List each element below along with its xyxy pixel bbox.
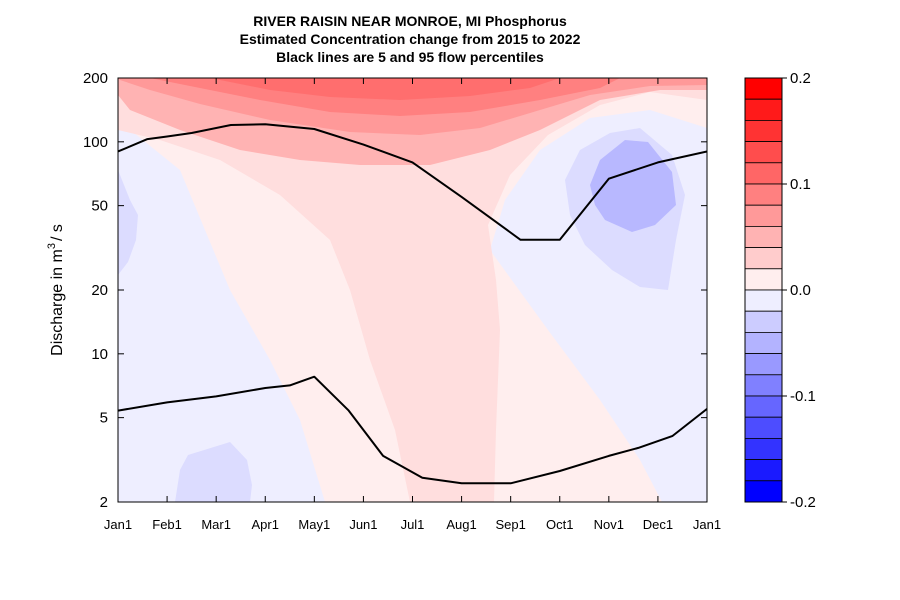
x-tick-label: Jul1	[401, 517, 425, 532]
x-tick-label: Apr1	[252, 517, 279, 532]
colorbar-level	[744, 331, 783, 354]
x-tick-label: Jan1	[104, 517, 132, 532]
colorbar-level	[744, 225, 783, 248]
colorbar: 0.2 0.1 0.0 -0.1 -0.2	[744, 70, 816, 511]
colorbar-tick-label: -0.1	[790, 388, 816, 405]
colorbar-level	[744, 141, 783, 164]
y-axis-label-tail: / s	[49, 224, 66, 241]
y-axis-label-main: Discharge in m	[49, 249, 66, 356]
colorbar-tick-label: 0.2	[790, 70, 811, 87]
colorbar-level	[744, 120, 783, 143]
x-tick-label: Aug1	[446, 517, 476, 532]
y-axis-label-sup: 3	[46, 243, 58, 249]
colorbar-tick-label: 0.0	[790, 282, 811, 299]
y-axis-label: Discharge in m3 / s	[46, 224, 66, 356]
colorbar-level	[744, 289, 783, 312]
colorbar-level	[744, 268, 783, 291]
axes: Jan1 Feb1 Mar1 Apr1 May1 Jun1 Jul1 Aug1 Sep1 Oct1…	[83, 70, 721, 532]
chart-title-block: RIVER RAISIN NEAR MONROE, MI Phosphorus …	[110, 12, 710, 66]
colorbar-level	[744, 374, 783, 397]
x-tick-label: Mar1	[201, 517, 231, 532]
colorbar-tick-label: 0.1	[790, 176, 811, 193]
colorbar-level	[744, 437, 783, 460]
contour-region-feb-mar-bottom	[175, 442, 252, 502]
x-tick-label: Oct1	[546, 517, 573, 532]
colorbar-level	[744, 204, 783, 227]
x-tick-label: Dec1	[643, 517, 673, 532]
y-tick-label: 2	[100, 494, 108, 511]
flow-5-percentile-line	[118, 375, 707, 485]
colorbar-level	[744, 395, 783, 418]
x-tick-label: Jan1	[693, 517, 721, 532]
x-tick-label: Nov1	[594, 517, 624, 532]
contour-region-central-plume	[118, 78, 707, 502]
flow-95-percentile-line	[118, 123, 707, 241]
colorbar-level	[744, 98, 783, 121]
chart-title: RIVER RAISIN NEAR MONROE, MI Phosphorus	[253, 13, 567, 29]
contour-fills	[118, 78, 707, 502]
colorbar-level	[744, 183, 783, 206]
colorbar-level	[744, 480, 783, 503]
colorbar-level	[744, 77, 783, 100]
colorbar-level	[744, 247, 783, 270]
y-tick-label: 100	[83, 134, 108, 151]
y-tick-label: 50	[91, 198, 108, 215]
chart-subtitle-2: Black lines are 5 and 95 flow percentile…	[276, 49, 544, 65]
colorbar-level	[744, 416, 783, 439]
y-tick-label: 10	[91, 346, 108, 363]
x-tick-label: Jun1	[349, 517, 377, 532]
colorbar-level	[744, 162, 783, 185]
colorbar-level	[744, 353, 783, 376]
x-tick-label: Feb1	[152, 517, 182, 532]
colorbar-level	[744, 459, 783, 482]
colorbar-level	[744, 310, 783, 333]
y-tick-label: 20	[91, 282, 108, 299]
colorbar-tick-label: -0.2	[790, 494, 816, 511]
contour-region-jan-left-edge	[118, 170, 138, 275]
chart-subtitle: Estimated Concentration change from 2015…	[239, 31, 581, 47]
contour-region-top-peak	[210, 78, 560, 100]
x-tick-label: Sep1	[495, 517, 525, 532]
x-tick-label: May1	[298, 517, 330, 532]
flow-percentile-lines	[118, 123, 707, 485]
y-tick-label: 200	[83, 70, 108, 87]
y-tick-label: 5	[100, 410, 108, 427]
